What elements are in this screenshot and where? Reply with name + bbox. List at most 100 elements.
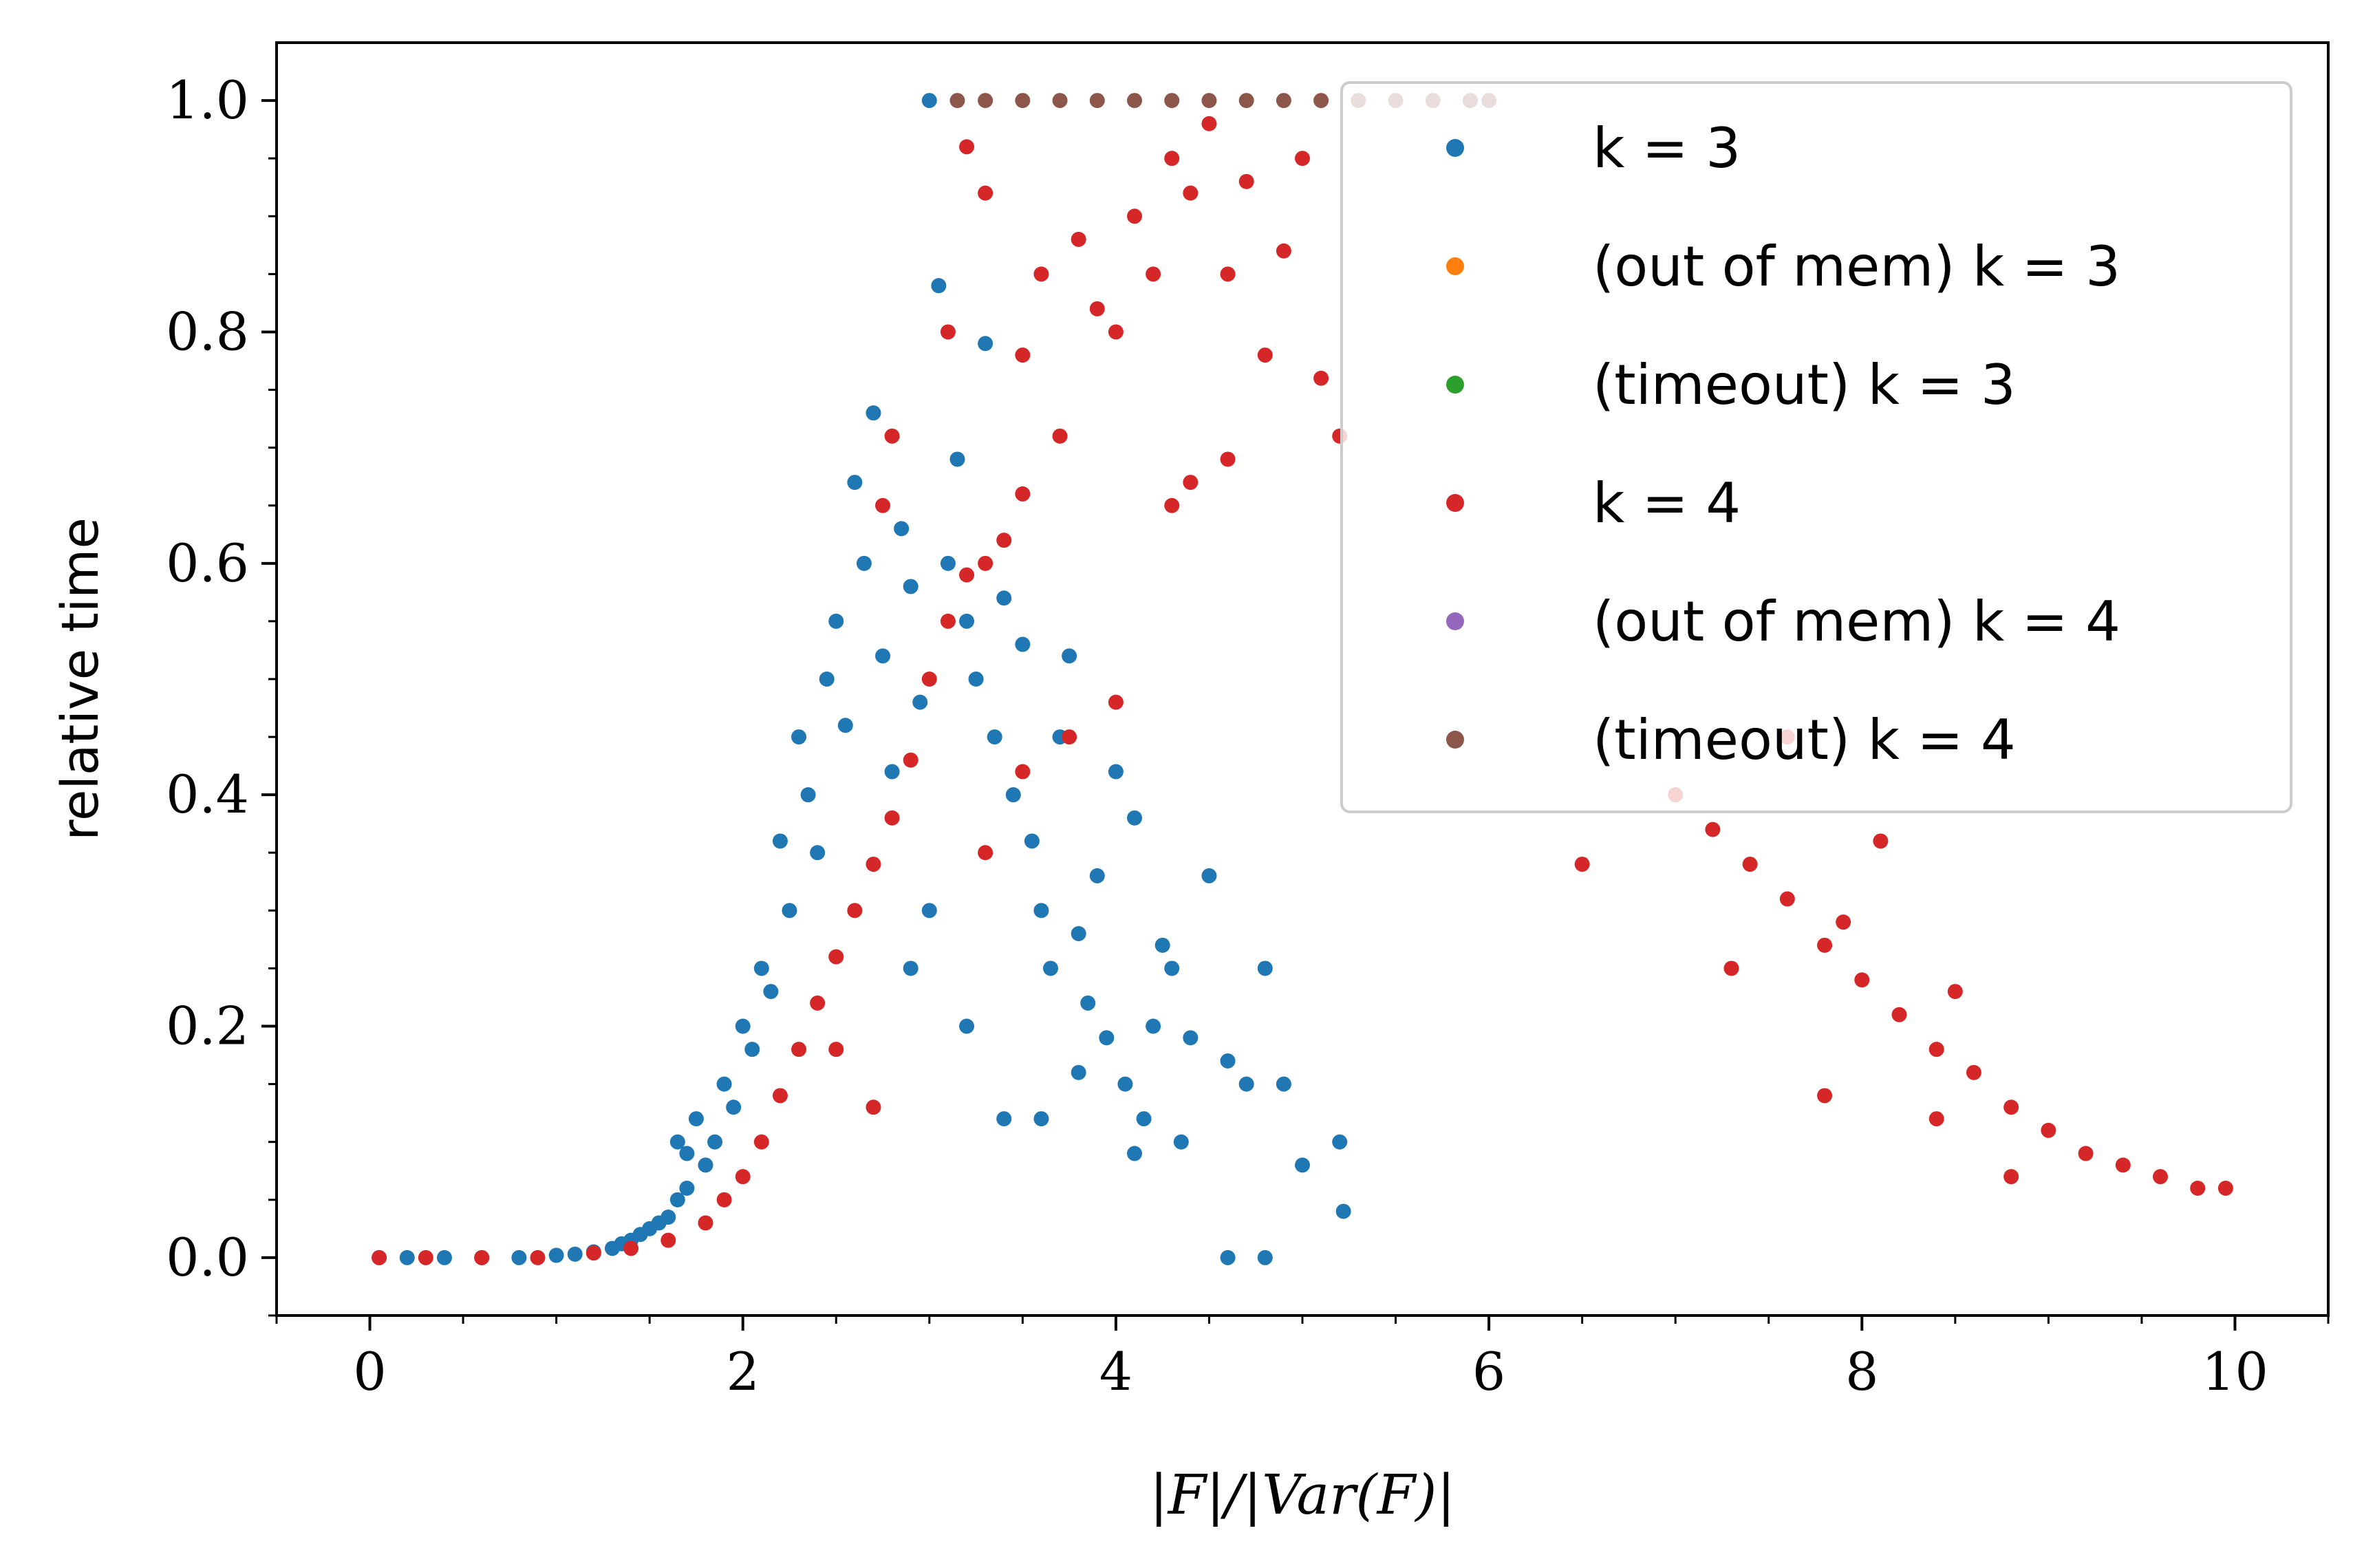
series-0-point: [436, 1249, 452, 1265]
series-0-point: [903, 579, 918, 594]
series-0-point: [679, 1146, 695, 1161]
series-3-point: [2217, 1181, 2233, 1196]
series-0-point: [548, 1247, 564, 1263]
series-0-point: [726, 1099, 742, 1115]
series-0-point: [782, 903, 797, 919]
series-0-point: [1154, 937, 1170, 953]
series-0-point: [791, 729, 807, 745]
series-3-point: [2115, 1157, 2131, 1173]
series-3-point: [996, 533, 1012, 548]
series-3-point: [1723, 960, 1739, 976]
series-3-point: [1033, 266, 1049, 282]
series-0-point: [875, 648, 891, 664]
series-3-point: [1891, 1007, 1907, 1022]
series-3-point: [1313, 370, 1329, 386]
legend-marker: [1446, 257, 1464, 275]
legend-label: (timeout) k = 4: [1593, 708, 2016, 772]
series-3-point: [1071, 231, 1086, 247]
series-0-point: [1146, 1018, 1161, 1034]
series-3-point: [791, 1042, 807, 1057]
series-0-point: [1335, 1203, 1351, 1219]
legend: k = 3 (out of mem) k = 3 (timeout) k = 3 k …: [1340, 81, 2292, 813]
series-0-point: [1117, 1076, 1133, 1092]
legend-marker: [1446, 494, 1464, 512]
legend-label: (out of mem) k = 3: [1593, 235, 2120, 299]
series-3-point: [1257, 347, 1273, 363]
legend-label: k = 4: [1593, 471, 1741, 535]
series-0-point: [1173, 1134, 1189, 1150]
series-0-point: [1005, 787, 1021, 803]
x-axis-title: |F|/|Var(F)|: [1150, 1463, 1456, 1527]
y-tick-label: 0.8: [166, 301, 249, 362]
series-0-point: [810, 845, 826, 861]
series-0-point: [688, 1111, 704, 1127]
series-3-point: [884, 810, 900, 826]
series-3-point: [2190, 1181, 2206, 1196]
series-0-point: [1024, 833, 1040, 849]
series-0-point: [744, 1042, 760, 1057]
series-0-point: [669, 1192, 685, 1207]
series-3-point: [716, 1192, 732, 1207]
series-0-point: [753, 960, 769, 976]
series-0-point: [903, 960, 918, 976]
x-tick-label: 2: [727, 1341, 760, 1402]
series-0-point: [847, 475, 863, 491]
series-3-point: [418, 1249, 433, 1265]
legend-marker: [1446, 139, 1464, 157]
series-0-point: [1108, 764, 1124, 780]
series-3-point: [474, 1249, 490, 1265]
y-axis-title: relative time: [51, 517, 110, 841]
axes: 0 2 4 6 8 10 0.0 0.2 0.4 0.6 0.8 1.0: [166, 69, 2330, 1402]
series-3-point: [1183, 185, 1199, 201]
series-3-point: [753, 1134, 769, 1150]
series-0-point: [1071, 1064, 1086, 1080]
x-tick-label: 8: [1845, 1341, 1878, 1402]
series-3-point: [1164, 151, 1180, 167]
data-points: [372, 93, 2233, 1265]
series-5-point: [978, 93, 993, 109]
series-3-point: [1108, 694, 1124, 710]
series-0-point: [1099, 1030, 1115, 1046]
legend-label: k = 3: [1593, 116, 1741, 180]
series-0-point: [1015, 636, 1031, 652]
series-0-point: [669, 1134, 685, 1150]
series-3-point: [1817, 1088, 1833, 1104]
series-0-point: [1238, 1076, 1254, 1092]
series-0-point: [1127, 1146, 1143, 1161]
y-tick-label: 0.0: [166, 1227, 249, 1288]
series-0-point: [949, 451, 965, 467]
series-3-point: [940, 324, 956, 340]
series-0-point: [921, 93, 937, 109]
series-3-point: [530, 1249, 546, 1265]
series-0-point: [1201, 868, 1217, 883]
series-3-point: [978, 185, 993, 201]
series-0-point: [1043, 960, 1059, 976]
series-3-point: [735, 1169, 751, 1185]
series-3-point: [1928, 1111, 1944, 1127]
series-3-point: [903, 752, 918, 768]
series-3-point: [698, 1215, 713, 1231]
x-tick-label: 6: [1472, 1341, 1505, 1402]
series-3-point: [1062, 729, 1077, 745]
series-3-point: [2003, 1099, 2019, 1115]
series-0-point: [1136, 1111, 1152, 1127]
series-0-point: [1080, 995, 1096, 1011]
series-0-point: [921, 903, 937, 919]
series-3-point: [2153, 1169, 2169, 1185]
series-3-point: [921, 672, 937, 687]
series-3-point: [372, 1249, 387, 1265]
series-3-point: [1089, 301, 1105, 316]
series-0-point: [763, 984, 779, 1000]
series-3-point: [884, 428, 900, 444]
series-0-point: [511, 1249, 527, 1265]
series-3-point: [1108, 324, 1124, 340]
y-tick-label: 0.4: [166, 764, 249, 825]
series-0-point: [1220, 1053, 1236, 1068]
series-0-point: [1033, 903, 1049, 919]
series-3-point: [1220, 451, 1236, 467]
series-3-point: [978, 555, 993, 571]
series-3-point: [1201, 116, 1217, 131]
series-3-point: [2003, 1169, 2019, 1185]
series-0-point: [996, 590, 1012, 606]
series-0-point: [968, 672, 984, 687]
